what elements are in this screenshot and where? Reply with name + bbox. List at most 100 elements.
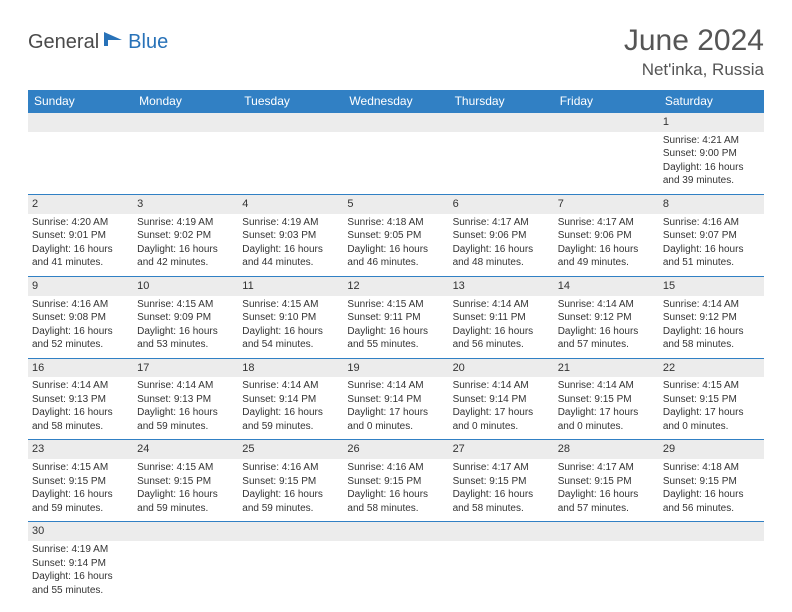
calendar-table: SundayMondayTuesdayWednesdayThursdayFrid…: [28, 90, 764, 603]
day-number: 3: [133, 195, 238, 214]
empty-cell: [238, 522, 343, 603]
day-cell: 12 Sunrise: 4:15 AMSunset: 9:11 PMDayligh…: [343, 276, 448, 358]
day-cell: 30Sunrise: 4:19 AMSunset: 9:14 PMDayligh…: [28, 522, 133, 603]
day-cell: 6 Sunrise: 4:17 AMSunset: 9:06 PMDaylight…: [449, 194, 554, 276]
day-info: Sunrise: 4:20 AMSunset: 9:01 PMDaylight:…: [32, 216, 129, 270]
day-number: 12: [343, 277, 448, 296]
day-header: Wednesday: [343, 90, 448, 113]
day-info: Sunrise: 4:16 AMSunset: 9:08 PMDaylight:…: [32, 298, 129, 352]
day-number: 26: [343, 440, 448, 459]
calendar-row: 1Sunrise: 4:21 AMSunset: 9:00 PMDaylight…: [28, 113, 764, 195]
empty-cell: [28, 113, 133, 195]
day-number-empty: [449, 113, 554, 132]
day-number-empty: [343, 522, 448, 541]
day-info: Sunrise: 4:17 AMSunset: 9:15 PMDaylight:…: [453, 461, 550, 515]
day-info: Sunrise: 4:17 AMSunset: 9:06 PMDaylight:…: [453, 216, 550, 270]
day-header: Tuesday: [238, 90, 343, 113]
day-cell: 17Sunrise: 4:14 AMSunset: 9:13 PMDayligh…: [133, 358, 238, 440]
day-number: 17: [133, 359, 238, 378]
day-number: 5: [343, 195, 448, 214]
day-info: Sunrise: 4:15 AMSunset: 9:15 PMDaylight:…: [32, 461, 129, 515]
day-cell: 2 Sunrise: 4:20 AMSunset: 9:01 PMDaylight…: [28, 194, 133, 276]
empty-cell: [343, 113, 448, 195]
day-info: Sunrise: 4:15 AMSunset: 9:15 PMDaylight:…: [137, 461, 234, 515]
day-info: Sunrise: 4:16 AMSunset: 9:15 PMDaylight:…: [347, 461, 444, 515]
day-number-empty: [343, 113, 448, 132]
day-info: Sunrise: 4:17 AMSunset: 9:15 PMDaylight:…: [558, 461, 655, 515]
day-cell: 27 Sunrise: 4:17 AMSunset: 9:15 PMDayligh…: [449, 440, 554, 522]
logo-text-general: General: [28, 31, 99, 54]
day-info: Sunrise: 4:14 AMSunset: 9:11 PMDaylight:…: [453, 298, 550, 352]
day-cell: 1Sunrise: 4:21 AMSunset: 9:00 PMDaylight…: [659, 113, 764, 195]
day-cell: 29Sunrise: 4:18 AMSunset: 9:15 PMDayligh…: [659, 440, 764, 522]
day-number-empty: [28, 113, 133, 132]
day-cell: 3Sunrise: 4:19 AMSunset: 9:02 PMDaylight…: [133, 194, 238, 276]
day-info: Sunrise: 4:19 AMSunset: 9:03 PMDaylight:…: [242, 216, 339, 270]
day-cell: 16Sunrise: 4:14 AMSunset: 9:13 PMDayligh…: [28, 358, 133, 440]
day-cell: 23 Sunrise: 4:15 AMSunset: 9:15 PMDayligh…: [28, 440, 133, 522]
day-number: 14: [554, 277, 659, 296]
day-number: 15: [659, 277, 764, 296]
calendar-row: 16Sunrise: 4:14 AMSunset: 9:13 PMDayligh…: [28, 358, 764, 440]
day-cell: 21Sunrise: 4:14 AMSunset: 9:15 PMDayligh…: [554, 358, 659, 440]
day-cell: 8Sunrise: 4:16 AMSunset: 9:07 PMDaylight…: [659, 194, 764, 276]
day-cell: 9 Sunrise: 4:16 AMSunset: 9:08 PMDaylight…: [28, 276, 133, 358]
calendar-row: 30Sunrise: 4:19 AMSunset: 9:14 PMDayligh…: [28, 522, 764, 603]
day-cell: 26 Sunrise: 4:16 AMSunset: 9:15 PMDayligh…: [343, 440, 448, 522]
day-number: 16: [28, 359, 133, 378]
empty-cell: [343, 522, 448, 603]
day-number: 6: [449, 195, 554, 214]
day-number: 27: [449, 440, 554, 459]
calendar-header-row: SundayMondayTuesdayWednesdayThursdayFrid…: [28, 90, 764, 113]
day-info: Sunrise: 4:14 AMSunset: 9:13 PMDaylight:…: [32, 379, 129, 433]
day-cell: 25 Sunrise: 4:16 AMSunset: 9:15 PMDayligh…: [238, 440, 343, 522]
day-cell: 4 Sunrise: 4:19 AMSunset: 9:03 PMDaylight…: [238, 194, 343, 276]
day-info: Sunrise: 4:17 AMSunset: 9:06 PMDaylight:…: [558, 216, 655, 270]
empty-cell: [449, 522, 554, 603]
day-number: 7: [554, 195, 659, 214]
day-number: 30: [28, 522, 133, 541]
day-number: 22: [659, 359, 764, 378]
day-number: 25: [238, 440, 343, 459]
day-header: Saturday: [659, 90, 764, 113]
calendar-body: 1Sunrise: 4:21 AMSunset: 9:00 PMDaylight…: [28, 113, 764, 604]
empty-cell: [554, 522, 659, 603]
day-cell: 24 Sunrise: 4:15 AMSunset: 9:15 PMDayligh…: [133, 440, 238, 522]
day-number: 23: [28, 440, 133, 459]
day-number: 9: [28, 277, 133, 296]
day-header: Monday: [133, 90, 238, 113]
day-cell: 22Sunrise: 4:15 AMSunset: 9:15 PMDayligh…: [659, 358, 764, 440]
day-number: 4: [238, 195, 343, 214]
day-number-empty: [554, 522, 659, 541]
day-number: 2: [28, 195, 133, 214]
logo-text-blue: Blue: [128, 31, 168, 54]
day-cell: 10Sunrise: 4:15 AMSunset: 9:09 PMDayligh…: [133, 276, 238, 358]
location: Net'inka, Russia: [624, 60, 764, 80]
day-header: Sunday: [28, 90, 133, 113]
day-number: 13: [449, 277, 554, 296]
empty-cell: [554, 113, 659, 195]
calendar-row: 2 Sunrise: 4:20 AMSunset: 9:01 PMDaylight…: [28, 194, 764, 276]
header: General Blue June 2024 Net'inka, Russia: [28, 24, 764, 80]
day-number-empty: [449, 522, 554, 541]
day-cell: 7 Sunrise: 4:17 AMSunset: 9:06 PMDaylight…: [554, 194, 659, 276]
empty-cell: [659, 522, 764, 603]
empty-cell: [133, 113, 238, 195]
day-cell: 19Sunrise: 4:14 AMSunset: 9:14 PMDayligh…: [343, 358, 448, 440]
day-cell: 14Sunrise: 4:14 AMSunset: 9:12 PMDayligh…: [554, 276, 659, 358]
day-number-empty: [659, 522, 764, 541]
day-cell: 5Sunrise: 4:18 AMSunset: 9:05 PMDaylight…: [343, 194, 448, 276]
day-number-empty: [133, 113, 238, 132]
day-info: Sunrise: 4:16 AMSunset: 9:07 PMDaylight:…: [663, 216, 760, 270]
empty-cell: [238, 113, 343, 195]
day-number: 24: [133, 440, 238, 459]
day-info: Sunrise: 4:16 AMSunset: 9:15 PMDaylight:…: [242, 461, 339, 515]
day-cell: 20Sunrise: 4:14 AMSunset: 9:14 PMDayligh…: [449, 358, 554, 440]
day-info: Sunrise: 4:15 AMSunset: 9:11 PMDaylight:…: [347, 298, 444, 352]
day-info: Sunrise: 4:14 AMSunset: 9:13 PMDaylight:…: [137, 379, 234, 433]
day-info: Sunrise: 4:18 AMSunset: 9:15 PMDaylight:…: [663, 461, 760, 515]
flag-icon: [104, 30, 126, 53]
day-number: 20: [449, 359, 554, 378]
day-info: Sunrise: 4:21 AMSunset: 9:00 PMDaylight:…: [663, 134, 760, 188]
day-number: 11: [238, 277, 343, 296]
